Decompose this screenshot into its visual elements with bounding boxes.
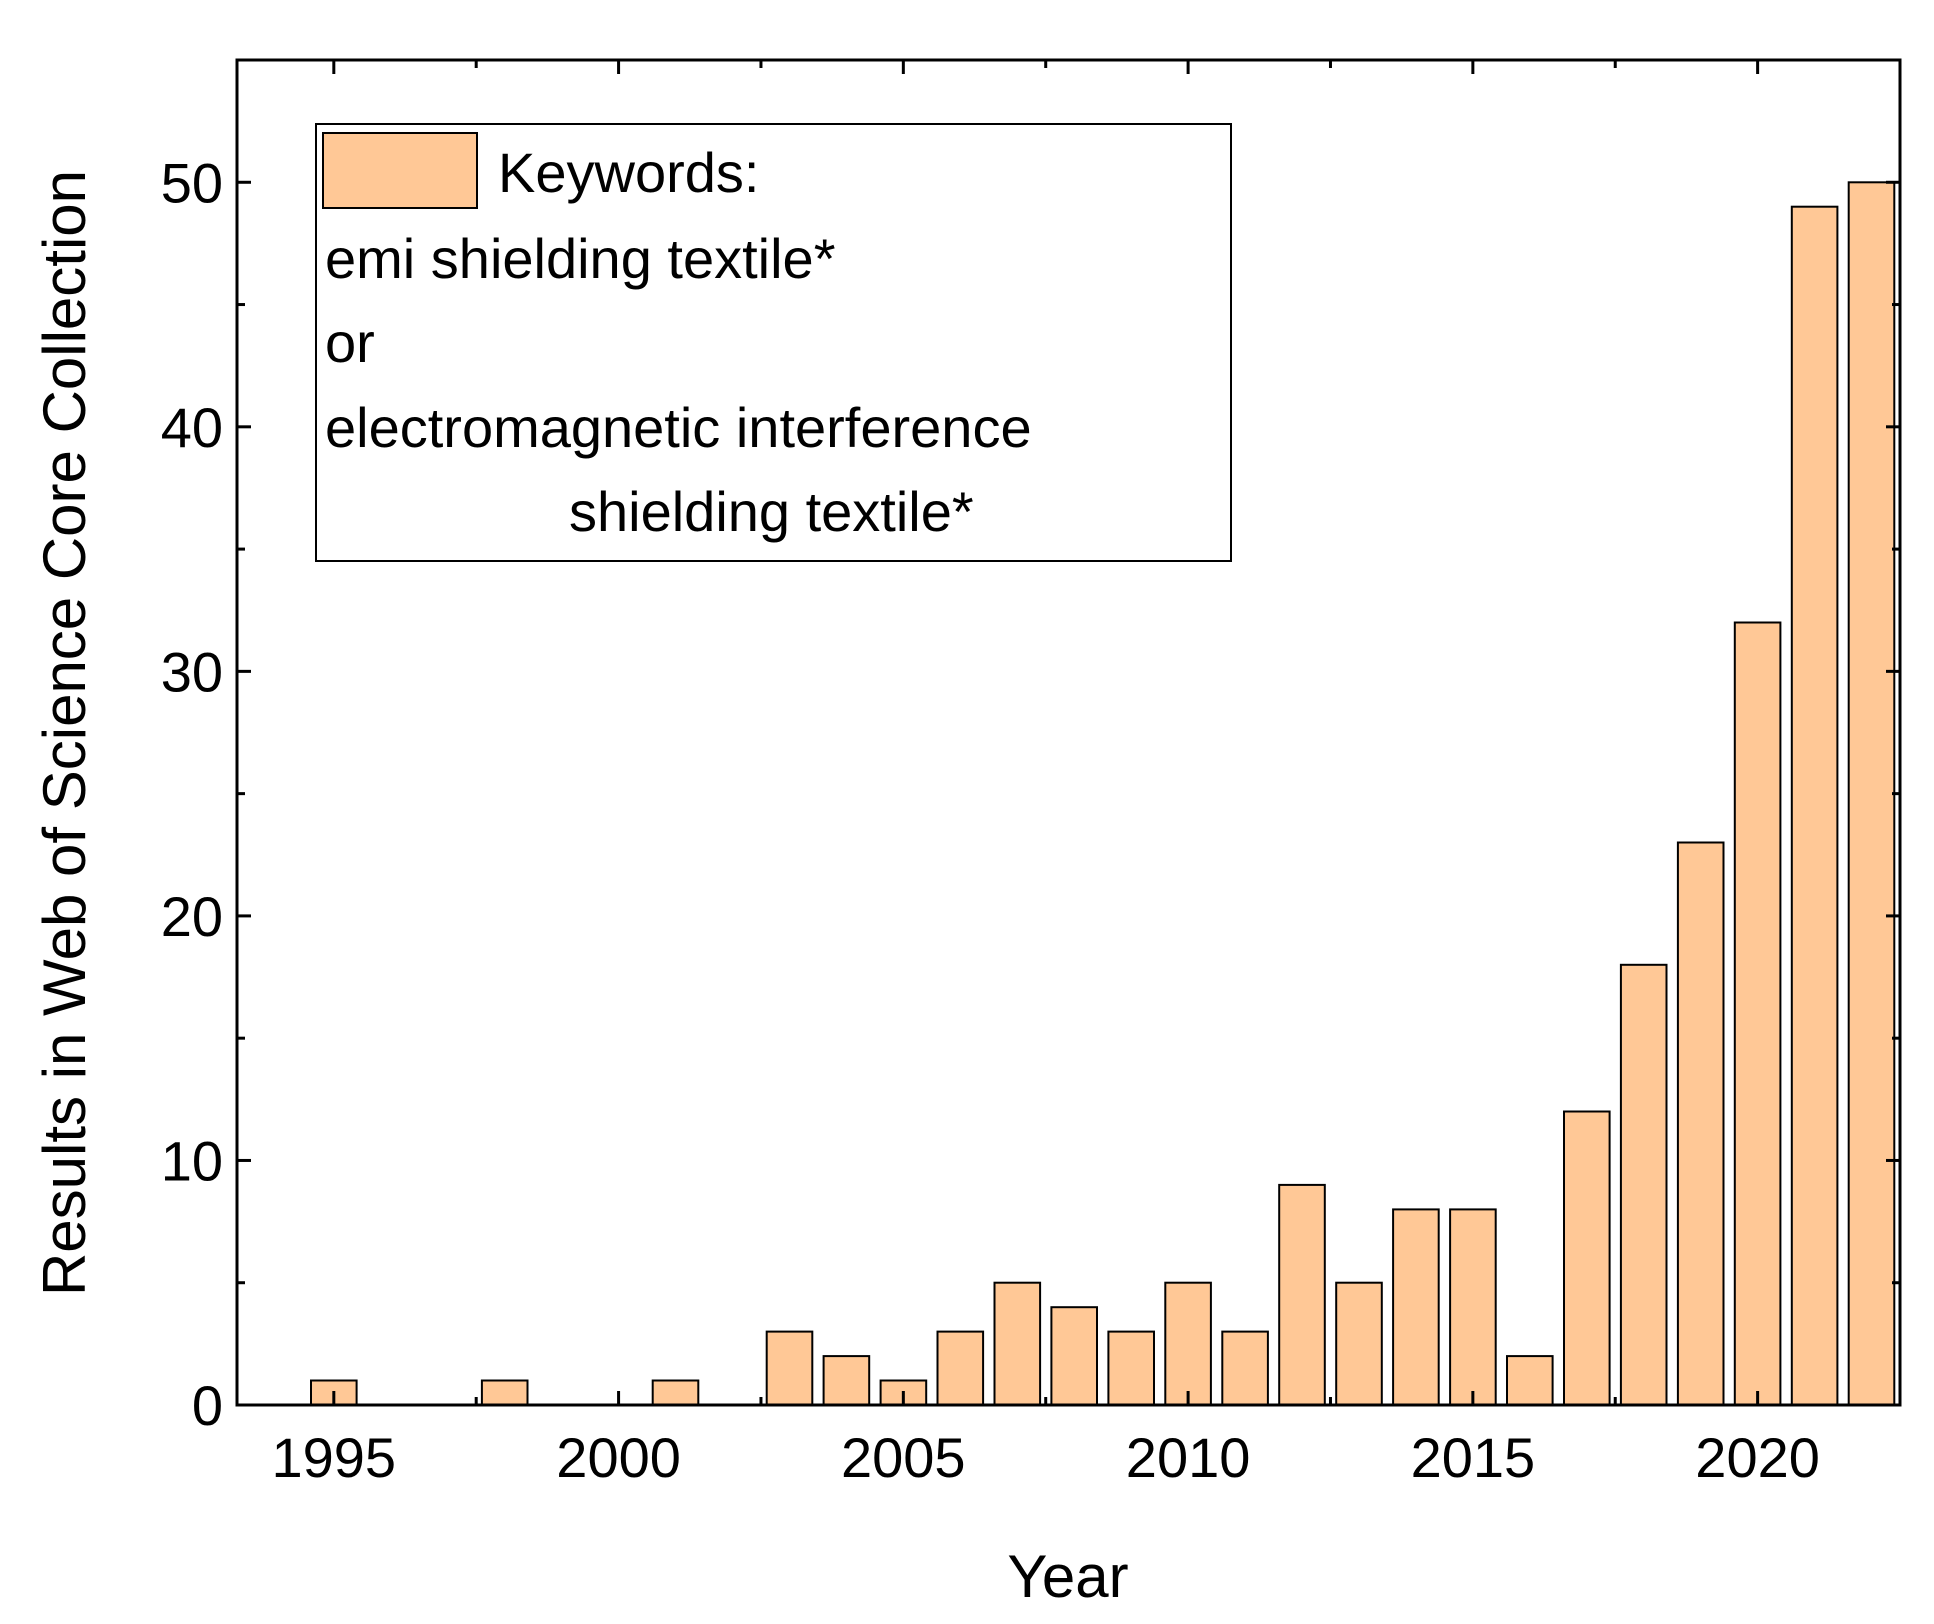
y-tick-label-10: 10 <box>161 1130 223 1193</box>
bar-2015 <box>1449 1208 1497 1407</box>
legend-line-or: or <box>325 311 375 374</box>
bar-2017 <box>1563 1110 1611 1406</box>
bar-2001 <box>651 1379 700 1406</box>
bar-2008 <box>1050 1306 1099 1406</box>
x-tick-label-2010: 2010 <box>1126 1426 1251 1489</box>
tick-labels-layer: 1995 2000 2005 2010 2015 2020 0 10 20 30 40 50 <box>161 151 1820 1489</box>
y-tick-label-40: 40 <box>161 396 223 459</box>
bar-2011 <box>1221 1330 1269 1406</box>
y-tick-label-30: 30 <box>161 640 223 703</box>
x-axis-title: Year <box>1007 1543 1128 1610</box>
x-tick-label-2005: 2005 <box>841 1426 966 1489</box>
legend: Keywords: emi shielding textile* or elec… <box>315 123 1232 562</box>
bar-1998 <box>480 1379 529 1406</box>
x-tick-label-2000: 2000 <box>556 1426 681 1489</box>
bar-2013 <box>1335 1281 1383 1406</box>
bar-2009 <box>1107 1330 1156 1406</box>
bar-2014 <box>1392 1208 1440 1407</box>
y-axis-title: Results in Web of Science Core Collectio… <box>31 170 98 1296</box>
legend-line-keyword-2b: shielding textile* <box>569 480 974 543</box>
legend-line-keyword-1: emi shielding textile* <box>325 227 835 290</box>
bar-2021 <box>1790 205 1839 1407</box>
x-tick-label-2015: 2015 <box>1411 1426 1536 1489</box>
legend-line-keywords: Keywords: <box>498 141 759 204</box>
legend-line-keyword-2a: electromagnetic interference <box>325 396 1032 459</box>
y-tick-label-20: 20 <box>161 885 223 948</box>
ticks-layer <box>237 58 1900 1407</box>
plot-frame <box>235 58 1902 1407</box>
bar-2007 <box>993 1281 1042 1406</box>
bar-2003 <box>765 1330 814 1406</box>
bar-2016 <box>1506 1355 1554 1406</box>
bar-2020 <box>1733 621 1782 1406</box>
x-tick-label-2020: 2020 <box>1695 1426 1820 1489</box>
bar-2022 <box>1847 181 1896 1406</box>
legend-swatch <box>322 132 478 209</box>
bar-2004 <box>822 1355 871 1406</box>
bar-2006 <box>936 1330 985 1406</box>
bar-2018 <box>1619 963 1668 1406</box>
y-tick-label-50: 50 <box>161 151 223 214</box>
bar-2019 <box>1676 841 1725 1406</box>
bars-layer <box>310 181 1896 1407</box>
y-tick-label-0: 0 <box>192 1374 223 1437</box>
bar-2012 <box>1278 1183 1326 1407</box>
bar-2010 <box>1164 1281 1212 1406</box>
x-tick-label-1995: 1995 <box>272 1426 397 1489</box>
